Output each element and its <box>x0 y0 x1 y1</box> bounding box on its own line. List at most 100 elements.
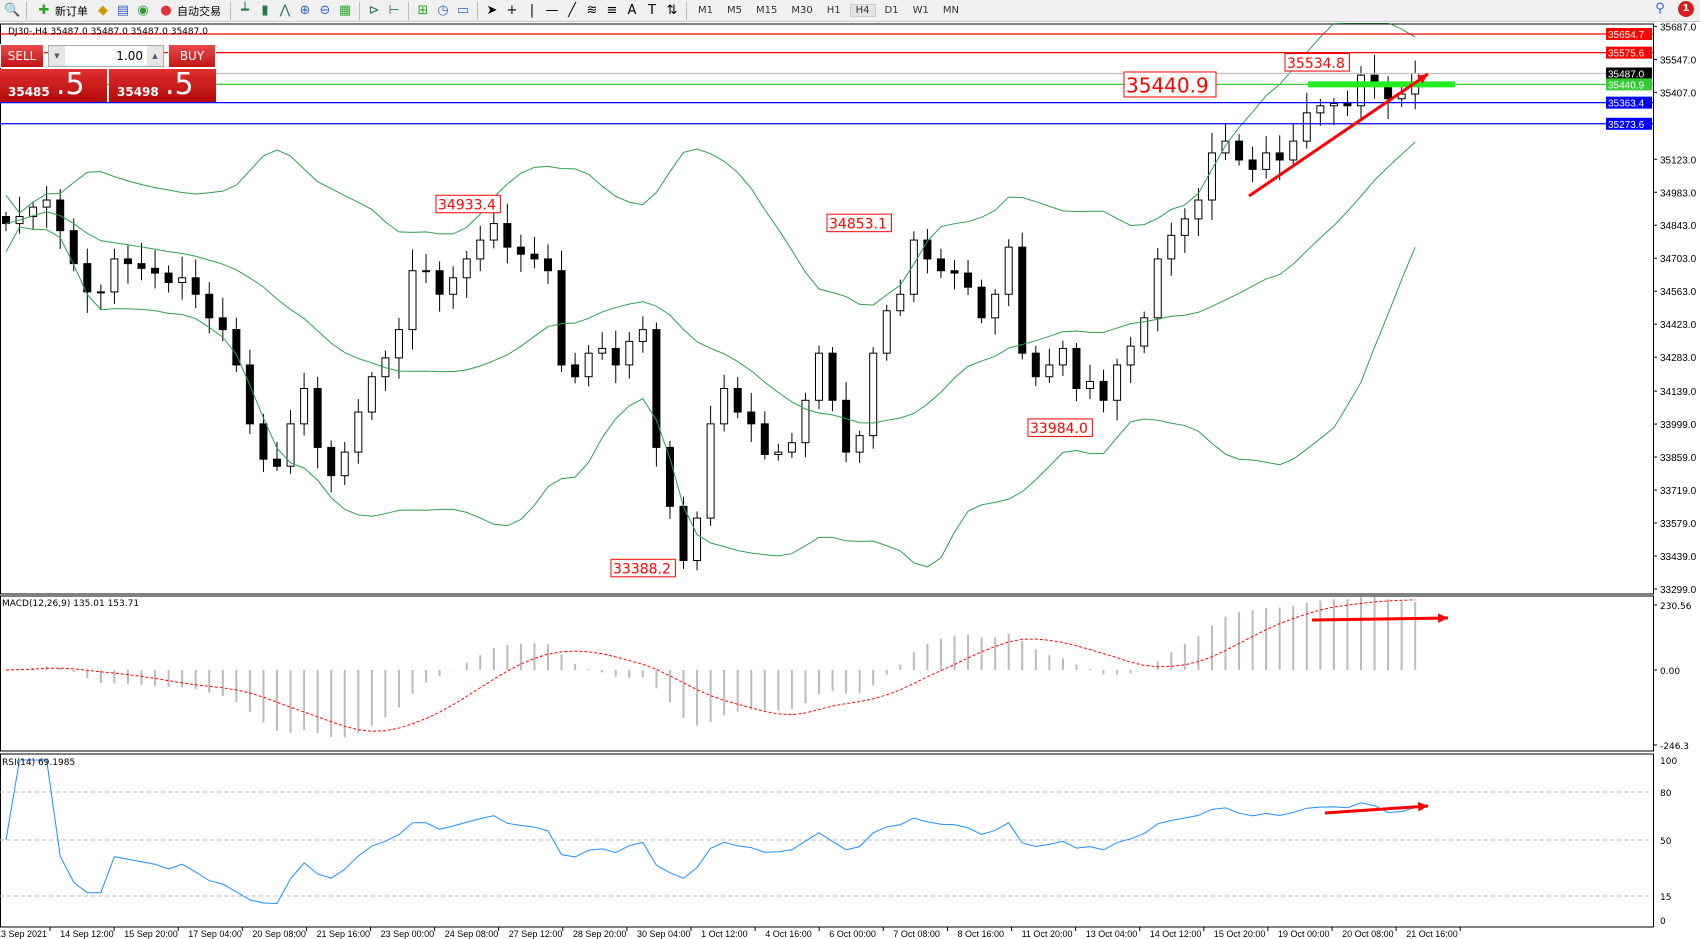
time-label: 11 Oct 20:00 <box>1022 929 1073 939</box>
lot-increase-button[interactable]: ▲ <box>147 46 163 66</box>
buy-price-fraction: .5 <box>165 67 194 102</box>
candle-body <box>964 272 973 288</box>
candle-body <box>584 352 593 378</box>
candle-body <box>123 258 132 265</box>
horizontal-line-icon[interactable]: — <box>545 2 559 18</box>
price-label: 35440.9 <box>1126 73 1209 97</box>
line-chart-icon[interactable]: ⋀ <box>279 2 291 18</box>
text-icon[interactable]: A <box>627 2 637 18</box>
divider <box>686 1 687 20</box>
divider <box>359 1 360 20</box>
candle-body <box>1302 112 1311 142</box>
candle-body <box>29 206 38 218</box>
candle-body <box>1329 102 1338 107</box>
candle-body <box>638 329 647 342</box>
sell-price-button[interactable]: 35485 .5 <box>0 67 107 102</box>
market-watch-icon[interactable]: ◆ <box>98 2 108 18</box>
candle-body <box>828 352 837 401</box>
tile-windows-icon[interactable]: ▦ <box>338 2 352 18</box>
buy-button[interactable]: BUY <box>168 44 216 68</box>
lot-size-input[interactable] <box>65 49 147 63</box>
candle-body <box>218 317 227 331</box>
timeframe-h1[interactable]: H1 <box>826 5 841 16</box>
candle-body <box>286 423 295 467</box>
crosshair-icon[interactable]: + <box>506 2 518 18</box>
candle-body <box>313 388 322 448</box>
zoom-out-icon[interactable]: ⊖ <box>319 2 331 18</box>
candle-body <box>151 267 160 274</box>
trendline-icon[interactable]: ╱ <box>568 2 576 18</box>
timeframe-m5[interactable]: M5 <box>727 5 742 16</box>
candle-body <box>991 293 1000 319</box>
autoscroll-icon[interactable]: ⊳ <box>368 2 380 18</box>
candle-body <box>1140 317 1149 347</box>
candle-body <box>896 293 905 312</box>
candle-body <box>679 505 688 561</box>
price-line-tag <box>1606 117 1652 130</box>
candle-body <box>909 239 918 295</box>
timeframe-m15[interactable]: M15 <box>756 5 778 16</box>
sell-button[interactable]: SELL <box>0 44 44 68</box>
timeframe-d1[interactable]: D1 <box>884 5 899 16</box>
time-label: 15 Oct 20:00 <box>1214 929 1266 939</box>
timeframe-m30[interactable]: M30 <box>791 5 813 16</box>
candle-body <box>611 347 620 366</box>
candle-body <box>1357 74 1365 107</box>
periods-icon[interactable]: ◷ <box>437 2 449 18</box>
candle-body <box>1262 152 1271 170</box>
candlestick-icon[interactable]: ▮ <box>261 2 269 18</box>
lot-decrease-button[interactable]: ▼ <box>49 46 65 66</box>
candle-body <box>1113 364 1122 401</box>
trend-arrow <box>1248 72 1429 198</box>
indicators-icon[interactable]: ⊞ <box>417 2 429 18</box>
time-label: 4 Oct 16:00 <box>765 929 812 939</box>
price-tick-label: 33999.0 <box>1660 420 1697 431</box>
timeframe-w1[interactable]: W1 <box>912 5 929 16</box>
candle-body <box>1167 234 1176 260</box>
symbol-info: DJ30-,H4 35487.0 35487.0 35487.0 35487.0 <box>8 27 208 37</box>
candle-body <box>137 263 146 269</box>
vertical-line-icon[interactable]: | <box>529 2 535 18</box>
price-tick-label: 33439.0 <box>1660 552 1697 563</box>
timeframe-m1[interactable]: M1 <box>698 5 713 16</box>
price-label: 35534.8 <box>1287 56 1345 72</box>
signals-icon[interactable]: ◉ <box>137 2 149 18</box>
zoom-in-icon[interactable]: ⊕ <box>299 2 311 18</box>
candle-body <box>760 423 769 455</box>
cursor-icon[interactable]: ➤ <box>486 2 498 18</box>
navigator-icon[interactable]: ▤ <box>116 2 130 18</box>
new-order-button[interactable]: ✚ 新订单 <box>33 1 91 21</box>
sell-price-fraction: .5 <box>56 67 85 102</box>
notifications-badge[interactable]: 1 <box>1678 1 1694 17</box>
text-label-icon[interactable]: T <box>648 2 656 18</box>
auto-trading-button[interactable]: ● 自动交易 <box>155 1 224 21</box>
bar-chart-icon[interactable]: ┷ <box>241 2 249 18</box>
candle-body <box>259 423 268 460</box>
search-icon[interactable]: ⚲ <box>1655 1 1665 16</box>
macd-signal-line <box>5 599 1416 732</box>
arrows-icon[interactable]: ⇅ <box>666 2 678 18</box>
price-line-tag <box>1606 96 1652 109</box>
candle-body <box>516 246 525 255</box>
buy-price-button[interactable]: 35498 .5 <box>109 67 216 102</box>
price-tick-label: 34983.0 <box>1660 188 1697 199</box>
search-icon[interactable]: 🔍 <box>4 2 21 18</box>
price-label: 34933.4 <box>438 198 496 214</box>
price-chart[interactable]: 35687.0 35547.0 35407.0 35123.0 34983.0 34843… <box>0 23 1700 939</box>
timeframe-h4[interactable]: H4 <box>849 4 876 17</box>
fibo-fan-icon[interactable]: ≡ <box>606 2 618 18</box>
templates-icon[interactable]: ▭ <box>456 2 470 18</box>
price-label-box <box>1027 418 1093 437</box>
macd-tick-label: 230.56 <box>1660 602 1692 612</box>
candle-body <box>449 277 458 295</box>
timeframe-mn[interactable]: MN <box>942 5 959 16</box>
new-order-icon: ✚ <box>38 2 50 18</box>
price-label-box <box>826 213 892 233</box>
rsi-tick-label: 0 <box>1660 917 1666 927</box>
candle-body <box>1194 199 1203 220</box>
rsi-line <box>5 759 1416 905</box>
fibonacci-icon[interactable]: ≋ <box>586 2 598 18</box>
candle-body <box>205 293 214 319</box>
chart-shift-icon[interactable]: ⊢ <box>388 2 400 18</box>
candle-body <box>869 352 878 437</box>
